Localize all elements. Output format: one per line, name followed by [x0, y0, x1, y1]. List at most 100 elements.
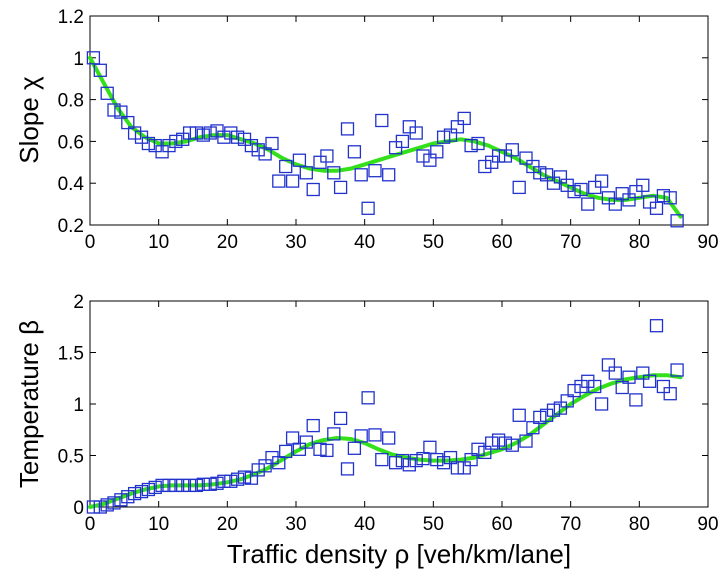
temperature-data-point — [443, 450, 458, 465]
slope-data-point — [574, 182, 588, 197]
slope-data-point — [333, 180, 348, 195]
slope-data-point — [430, 145, 444, 159]
temperature-data-point — [141, 482, 156, 497]
temperature-x-tick-label: 20 — [217, 514, 238, 535]
temperature-data-point — [299, 435, 313, 449]
slope-data-point — [670, 214, 684, 228]
temperature-data-point — [203, 477, 217, 491]
temperature-data-point — [670, 363, 684, 377]
slope-data-point — [375, 113, 389, 128]
temperature-data-point — [594, 397, 609, 411]
slope-data-point — [649, 201, 664, 215]
temperature-data-point — [162, 478, 176, 493]
slope-data-point — [464, 138, 478, 153]
temperature-x-tick-label: 80 — [629, 514, 650, 535]
slope-x-tick-label: 90 — [697, 232, 718, 253]
temperature-x-tick-labels: 0 10 20 30 40 50 60 70 80 90 — [85, 514, 719, 535]
temperature-data-point — [601, 358, 616, 372]
temperature-data-point — [395, 453, 410, 468]
temperature-data-point — [642, 374, 657, 388]
temperature-data-point — [622, 370, 636, 384]
slope-data-point — [368, 164, 382, 178]
temperature-data-point — [313, 442, 327, 456]
temperature-y-axis-label: Temperature β — [14, 320, 44, 488]
temperature-data-point — [588, 379, 602, 394]
slope-data-point — [594, 174, 609, 188]
temperature-data-point — [155, 478, 169, 493]
temperature-data-point — [114, 493, 128, 507]
temperature-data-point — [423, 440, 437, 454]
temperature-data-point — [629, 393, 643, 407]
temperature-data-point — [333, 411, 348, 426]
temperature-data-point — [636, 366, 650, 380]
slope-data-point — [539, 168, 554, 182]
temperature-x-tick-label: 90 — [697, 514, 718, 535]
temperature-data-point — [285, 431, 300, 445]
slope-data-point — [450, 120, 465, 134]
slope-data-point — [491, 149, 506, 163]
temperature-y-tick-label: 2 — [73, 292, 84, 313]
temperature-data-point — [100, 498, 114, 512]
temperature-data-point — [182, 478, 197, 493]
temperature-data-point — [251, 463, 265, 477]
slope-data-point — [347, 145, 362, 159]
temperature-data-point — [457, 461, 471, 475]
temperature-data-point — [608, 366, 622, 380]
temperature-data-point — [450, 461, 465, 475]
slope-data-point — [230, 130, 245, 144]
slope-data-point — [354, 168, 368, 182]
slope-data-point — [505, 143, 519, 157]
slope-data-point — [553, 170, 568, 184]
temperature-data-point — [340, 462, 355, 476]
temperature-data-point — [93, 500, 107, 514]
temperature-data-point — [539, 408, 554, 422]
temperature-y-tick-label: 0 — [73, 498, 84, 519]
temperature-data-point — [127, 486, 142, 501]
temperature-data-point — [375, 452, 389, 467]
temperature-data-point — [430, 452, 444, 467]
temperature-data-point — [176, 478, 190, 493]
slope-data-point — [436, 130, 451, 144]
temperature-data-point — [224, 474, 238, 488]
slope-data-point — [203, 126, 217, 140]
slope-x-tick-label: 70 — [560, 232, 581, 253]
temperature-data-point — [505, 438, 519, 452]
slope-data-point — [86, 51, 101, 65]
slope-x-tick-labels: 0 10 20 30 40 50 60 70 80 90 — [85, 232, 719, 253]
slope-data-point — [100, 86, 114, 100]
slope-data-point — [182, 126, 197, 140]
slope-data-point — [409, 126, 423, 140]
temperature-data-point — [347, 441, 362, 455]
slope-data-point — [512, 180, 526, 195]
temperature-data-point — [615, 380, 629, 395]
slope-y-tick-labels: 0.2 0.4 0.6 0.8 1 1.2 — [58, 7, 85, 237]
slope-data-point — [457, 111, 471, 126]
temperature-data-point — [553, 401, 568, 415]
slope-data-point — [107, 103, 121, 117]
slope-data-point — [169, 134, 183, 149]
slope-data-point — [478, 159, 492, 174]
slope-x-tick-label: 10 — [148, 232, 169, 253]
temperature-x-tick-label: 70 — [560, 514, 581, 535]
temperature-data-point — [416, 451, 430, 466]
temperature-data-point — [148, 480, 162, 495]
temperature-data-point — [272, 456, 286, 470]
temperature-y-tick-labels: 0 0.5 1 1.5 2 — [58, 292, 84, 519]
slope-data-point — [361, 201, 375, 215]
slope-x-tick-label: 50 — [423, 232, 444, 253]
temperature-data-point — [361, 391, 375, 405]
slope-data-point — [636, 178, 650, 192]
temperature-data-point — [464, 452, 478, 467]
temperature-data-point — [526, 421, 540, 435]
temperature-data-point — [121, 490, 135, 504]
slope-data-point — [471, 136, 485, 151]
slope-y-tick-label: 0.2 — [58, 216, 84, 237]
slope-x-tick-label: 80 — [629, 232, 650, 253]
slope-data-point — [533, 166, 547, 180]
temperature-x-tick-label: 40 — [354, 514, 375, 535]
slope-data-point — [663, 191, 677, 205]
slope-data-point — [244, 138, 259, 153]
temperature-y-tick-label: 1 — [73, 395, 84, 416]
temperature-data-point — [478, 445, 492, 460]
